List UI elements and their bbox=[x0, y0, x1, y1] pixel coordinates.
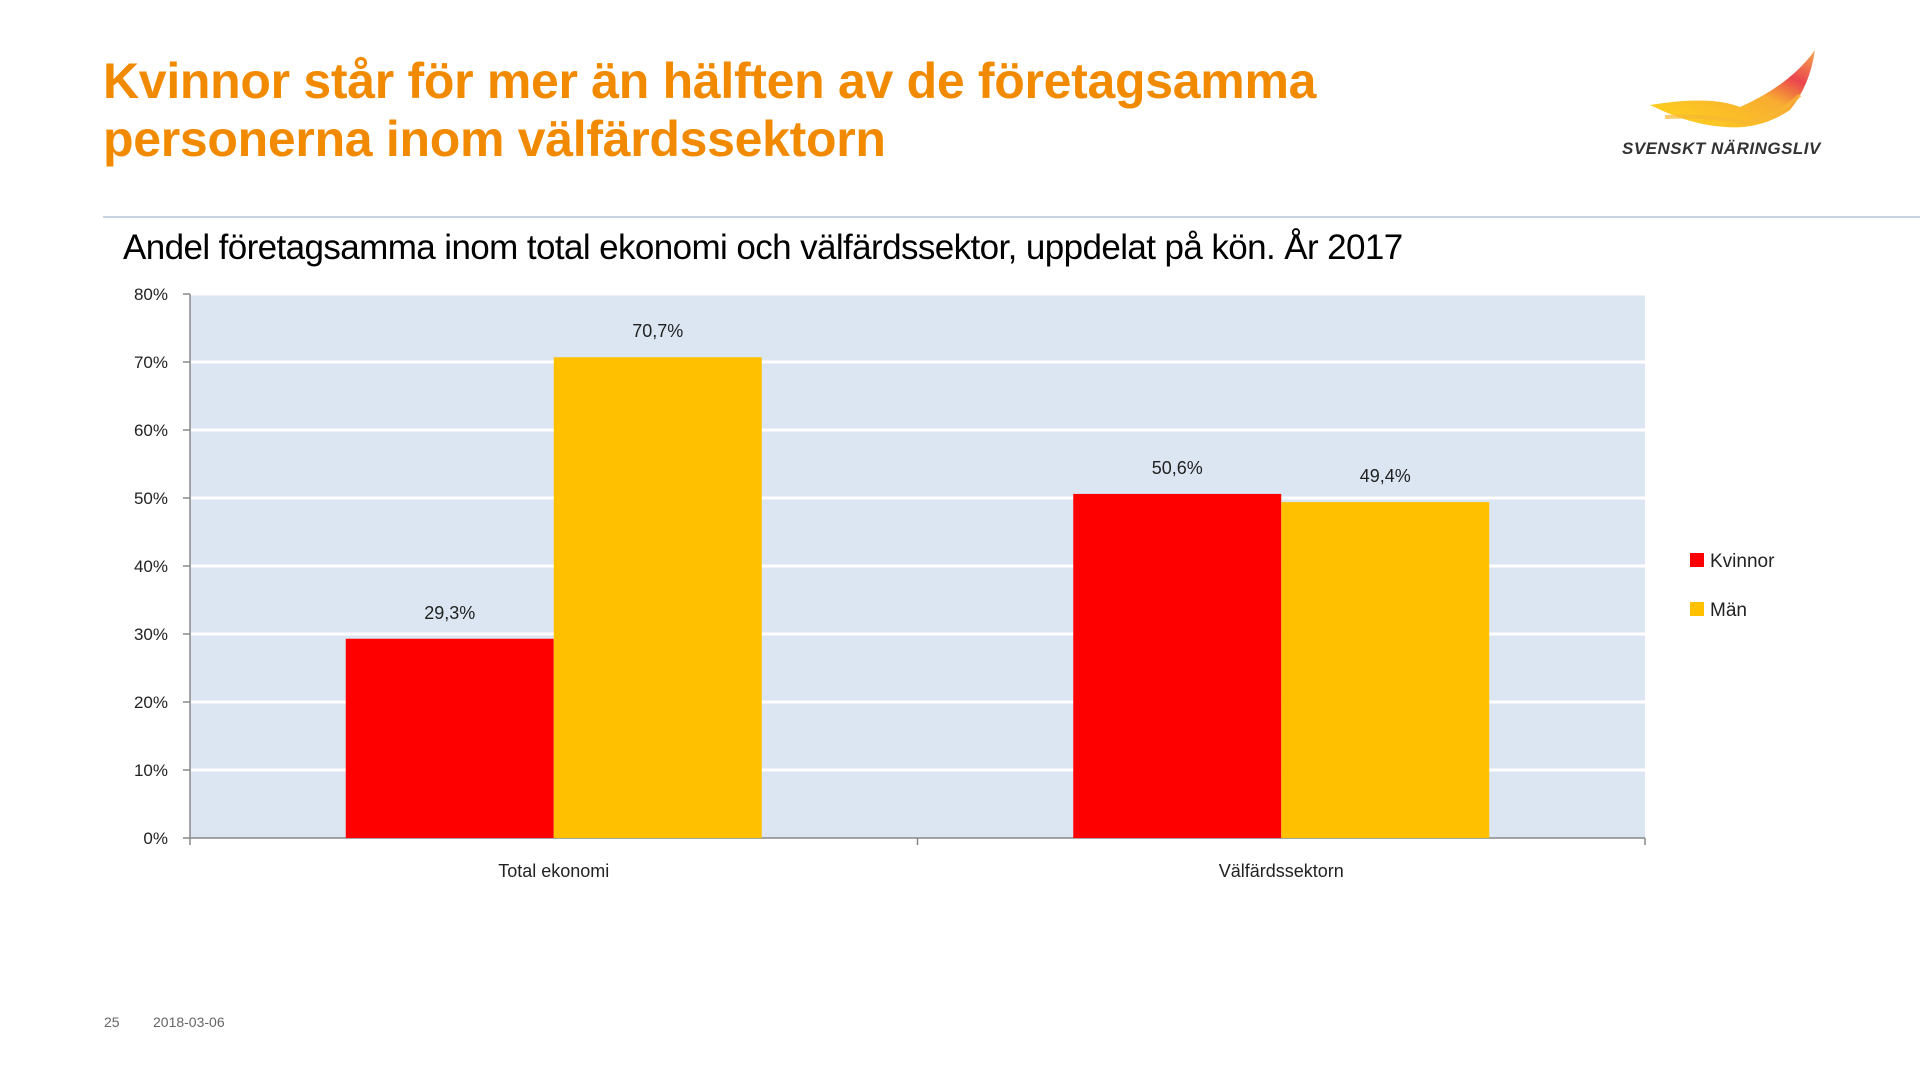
y-tick-label: 50% bbox=[134, 489, 168, 508]
bar-män bbox=[553, 357, 762, 838]
y-tick-label: 30% bbox=[134, 625, 168, 644]
legend-swatch bbox=[1690, 602, 1704, 616]
x-tick-label: Välfärdssektorn bbox=[1219, 861, 1344, 881]
y-tick-label: 10% bbox=[134, 761, 168, 780]
title-divider bbox=[103, 216, 1920, 218]
slide-title-line1: Kvinnor står för mer än hälften av de fö… bbox=[103, 53, 1317, 109]
x-tick-label: Total ekonomi bbox=[498, 861, 609, 881]
y-tick-label: 80% bbox=[134, 285, 168, 304]
logo-text: SVENSKT NÄRINGSLIV bbox=[1622, 139, 1821, 158]
legend-swatch bbox=[1690, 553, 1704, 567]
data-label: 49,4% bbox=[1360, 466, 1411, 486]
svenskt-naringsliv-logo bbox=[1650, 50, 1815, 128]
slide-title-line2: personerna inom välfärdssektorn bbox=[103, 111, 886, 167]
y-tick-label: 40% bbox=[134, 557, 168, 576]
legend-label: Kvinnor bbox=[1710, 551, 1775, 572]
data-label: 70,7% bbox=[632, 321, 683, 341]
y-tick-label: 70% bbox=[134, 353, 168, 372]
y-tick-label: 0% bbox=[143, 829, 168, 848]
bar-kvinnor bbox=[1073, 493, 1282, 838]
data-label: 29,3% bbox=[424, 603, 475, 623]
chart-title: Andel företagsamma inom total ekonomi oc… bbox=[123, 228, 1403, 267]
y-tick-label: 60% bbox=[134, 421, 168, 440]
bar-kvinnor bbox=[345, 638, 554, 838]
legend-label: Män bbox=[1710, 600, 1747, 621]
slide-date: 2018-03-06 bbox=[153, 1014, 225, 1030]
y-tick-label: 20% bbox=[134, 693, 168, 712]
slide-title: Kvinnor står för mer än hälften av de fö… bbox=[103, 52, 1316, 168]
data-label: 50,6% bbox=[1152, 458, 1203, 478]
page-number: 25 bbox=[104, 1014, 120, 1030]
bar-män bbox=[1281, 502, 1490, 838]
